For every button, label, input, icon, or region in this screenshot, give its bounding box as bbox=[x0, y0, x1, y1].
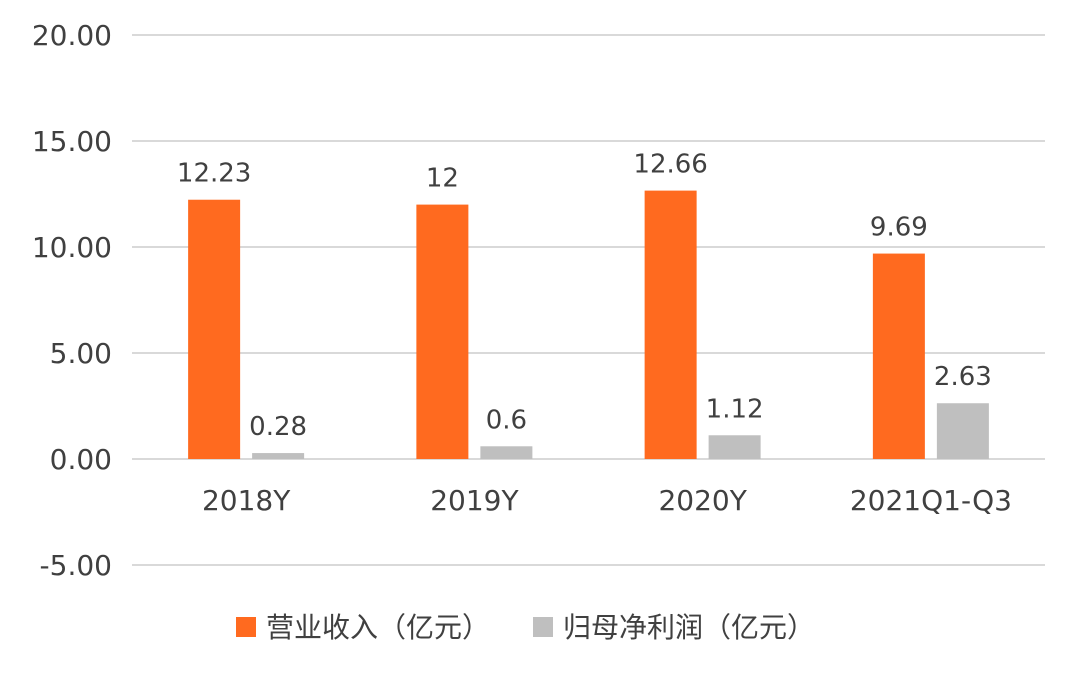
bars bbox=[188, 190, 989, 459]
bar-net-profit bbox=[708, 435, 761, 459]
data-label: 12 bbox=[426, 164, 459, 194]
legend-label: 归母净利润（亿元） bbox=[563, 611, 815, 644]
data-label: 12.66 bbox=[633, 150, 707, 180]
legend-swatch bbox=[236, 617, 256, 637]
data-labels: 12.23 0.28 12 0.6 12.66 1.12 9.69 2.63 bbox=[177, 150, 992, 442]
x-category-label: 2018Y bbox=[202, 484, 291, 517]
bar-revenue bbox=[644, 190, 697, 459]
bar-revenue bbox=[872, 253, 925, 459]
data-label: 1.12 bbox=[706, 394, 764, 424]
data-label: 2.63 bbox=[934, 362, 992, 392]
y-tick-label: 10.00 bbox=[32, 231, 112, 264]
legend-swatch bbox=[533, 617, 553, 637]
y-axis-tick-labels: -5.00 0.00 5.00 10.00 15.00 20.00 bbox=[32, 19, 112, 582]
bar-revenue bbox=[188, 199, 241, 459]
data-label: 0.28 bbox=[249, 412, 307, 442]
bar-net-profit bbox=[252, 453, 305, 459]
x-category-label: 2020Y bbox=[658, 484, 747, 517]
y-tick-label: 0.00 bbox=[50, 443, 112, 476]
legend: 营业收入（亿元） 归母净利润（亿元） bbox=[236, 611, 815, 644]
data-label: 12.23 bbox=[177, 159, 251, 189]
bar-net-profit bbox=[936, 403, 989, 459]
legend-label: 营业收入（亿元） bbox=[266, 611, 490, 644]
x-category-label: 2021Q1-Q3 bbox=[850, 484, 1012, 517]
y-tick-label: 20.00 bbox=[32, 19, 112, 52]
data-label: 0.6 bbox=[486, 405, 527, 435]
bar-net-profit bbox=[480, 446, 533, 459]
data-label: 9.69 bbox=[870, 213, 928, 243]
y-tick-label: -5.00 bbox=[40, 549, 112, 582]
y-tick-label: 15.00 bbox=[32, 125, 112, 158]
y-tick-label: 5.00 bbox=[50, 337, 112, 370]
category-labels: 2018Y 2019Y 2020Y 2021Q1-Q3 bbox=[202, 484, 1012, 517]
x-category-label: 2019Y bbox=[430, 484, 519, 517]
bar-revenue bbox=[416, 204, 469, 459]
